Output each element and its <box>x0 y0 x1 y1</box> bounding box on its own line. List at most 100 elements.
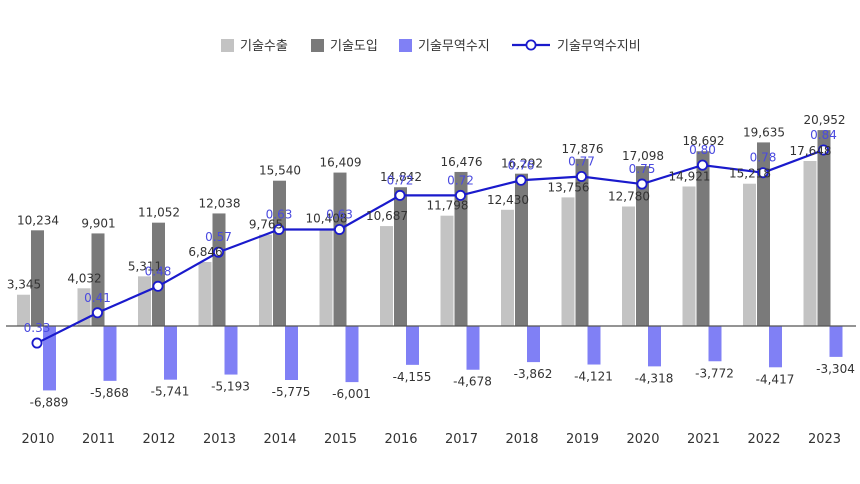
ratio-point <box>394 189 406 201</box>
legend-label-ratio: 기술무역수지비 <box>557 39 641 54</box>
label-export: 12,430 <box>487 193 529 207</box>
label-export: 11,798 <box>427 199 469 213</box>
ratio-point <box>152 280 164 292</box>
ratio-series-line <box>36 148 824 345</box>
x-tick-label: 2017 <box>445 432 478 447</box>
label-import: 9,901 <box>81 216 115 230</box>
x-tick-label: 2020 <box>626 432 659 447</box>
bar-balance <box>43 326 56 391</box>
label-export: 4,032 <box>67 271 101 285</box>
label-balance: -3,304 <box>816 362 855 376</box>
x-tick-label: 2022 <box>747 432 780 447</box>
label-import: 18,692 <box>683 134 725 148</box>
bar-balance <box>708 326 722 362</box>
label-balance: -4,318 <box>635 371 674 385</box>
bar-export <box>319 228 333 326</box>
ratio-label: 0.84 <box>810 128 837 142</box>
bar-import <box>152 222 165 326</box>
ratio-label: 0.80 <box>689 143 716 157</box>
label-balance: -4,155 <box>393 370 432 384</box>
ratio-label: 0.33 <box>24 321 51 335</box>
bar-export <box>380 226 393 326</box>
ratio-label: 0.72 <box>447 173 474 187</box>
bar-import <box>333 172 347 326</box>
bar-balance <box>466 326 480 370</box>
bar-import <box>454 171 468 326</box>
x-tick-label: 2014 <box>263 432 296 447</box>
bar-balance <box>829 326 843 357</box>
bar-export <box>198 261 212 326</box>
x-tick-label: 2012 <box>142 432 175 447</box>
label-balance: -4,678 <box>453 375 492 389</box>
label-export: 15,218 <box>729 167 771 181</box>
label-balance: -5,193 <box>211 380 250 394</box>
label-export: 10,687 <box>366 209 408 223</box>
bar-import <box>636 166 649 326</box>
ratio-label: 0.72 <box>387 173 414 187</box>
label-import: 11,052 <box>138 206 180 220</box>
label-export: 3,345 <box>7 278 41 292</box>
ratio-label: 0.48 <box>145 264 172 278</box>
ratio-point <box>818 144 830 156</box>
label-export: 17,648 <box>790 144 832 158</box>
legend-swatch-ratio-marker <box>525 39 537 51</box>
label-balance: -3,772 <box>695 366 734 380</box>
bar-import <box>817 130 831 326</box>
x-tick-label: 2019 <box>566 432 599 447</box>
legend-swatch-export <box>221 39 234 52</box>
label-export: 14,921 <box>669 169 711 183</box>
bar-export <box>77 288 91 326</box>
ratio-point <box>636 178 648 190</box>
label-import: 17,876 <box>562 142 604 156</box>
ratio-label: 0.77 <box>568 154 595 168</box>
bar-export <box>501 209 514 326</box>
bar-balance <box>527 326 540 363</box>
bar-export <box>622 206 635 326</box>
label-balance: -4,417 <box>756 372 795 386</box>
bar-export <box>17 294 30 326</box>
x-tick-label: 2015 <box>324 432 357 447</box>
label-balance: -3,862 <box>514 367 553 381</box>
ratio-label: 0.63 <box>326 207 353 221</box>
value-labels: 3,345 10,234 -6,889 2010 4,032 9,901 -5,868 201… <box>7 113 855 447</box>
bar-export <box>682 186 696 326</box>
label-balance: -5,775 <box>272 385 311 399</box>
label-export: 12,780 <box>608 190 650 204</box>
label-import: 17,098 <box>622 149 664 163</box>
label-import: 15,540 <box>259 164 301 178</box>
bar-import <box>696 151 710 326</box>
label-balance: -6,889 <box>30 395 69 409</box>
label-import: 10,234 <box>17 213 59 227</box>
bar-import <box>91 233 105 326</box>
label-import: 20,952 <box>804 113 846 127</box>
bar-import <box>31 230 44 326</box>
bars <box>17 130 843 391</box>
label-import: 12,038 <box>199 196 241 210</box>
bar-export <box>440 215 454 326</box>
bar-export <box>138 276 151 326</box>
label-import: 19,635 <box>743 125 785 139</box>
ratio-point <box>31 337 43 349</box>
bar-balance <box>345 326 359 383</box>
label-balance: -5,868 <box>90 386 129 400</box>
legend-label-balance: 기술무역수지 <box>418 39 490 54</box>
bar-export <box>561 197 575 326</box>
label-import: 14,842 <box>380 170 422 184</box>
legend-swatch-import <box>311 39 324 52</box>
ratio-label: 0.76 <box>508 158 535 172</box>
bar-import <box>394 187 407 326</box>
ratio-point <box>757 167 769 179</box>
label-import: 16,476 <box>441 155 483 169</box>
bar-export <box>259 234 272 326</box>
ratio-point <box>454 189 466 201</box>
label-export: 10,408 <box>306 212 348 226</box>
bar-balance <box>103 326 117 381</box>
label-balance: -6,001 <box>332 387 371 401</box>
x-tick-label: 2016 <box>384 432 417 447</box>
bar-balance <box>406 326 419 365</box>
label-import: 16,292 <box>501 157 543 171</box>
ratio-point <box>515 174 527 186</box>
bar-import <box>757 142 770 326</box>
label-export: 5,311 <box>128 259 162 273</box>
